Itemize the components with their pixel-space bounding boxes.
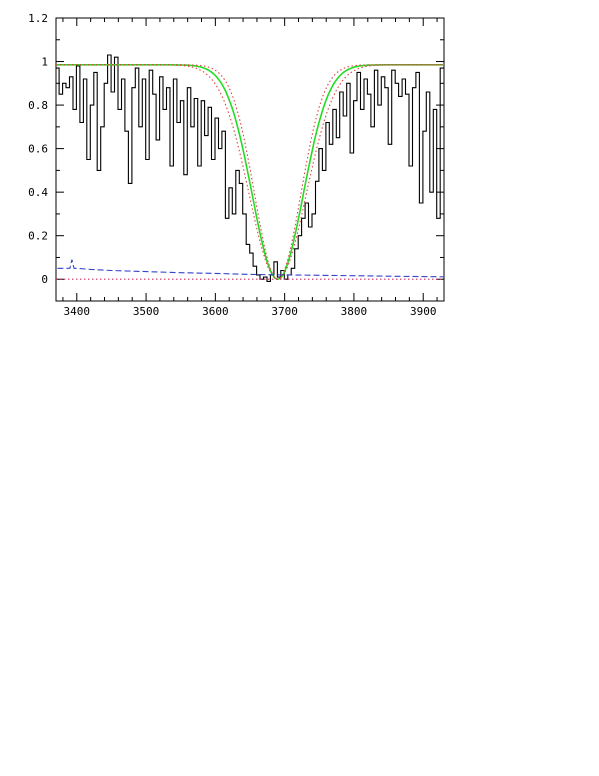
y-tick-label: 0.4 [28, 186, 48, 199]
y-tick-label: 0 [41, 273, 48, 286]
x-tick-label: 3600 [202, 305, 229, 318]
series-line-4 [57, 259, 444, 278]
y-tick-label: 0.8 [28, 99, 48, 112]
series-line-0 [56, 54, 444, 282]
y-tick-label: 1.2 [28, 12, 48, 25]
x-tick-label: 3900 [410, 305, 437, 318]
plot-area: 3400 3500 3600 3700 3800 3900 0 0.2 0.4 0.6 0.8 1 1.… [28, 12, 445, 318]
y-tick-label: 0.2 [28, 230, 48, 243]
y-tick-label: 1 [41, 56, 48, 69]
x-tick-label: 3500 [133, 305, 160, 318]
x-tick-label: 3800 [341, 305, 368, 318]
x-tick-label: 3400 [64, 305, 91, 318]
series-line-3 [56, 64, 444, 280]
y-tick-label: 0.6 [28, 143, 48, 156]
x-tick-label: 3700 [271, 305, 298, 318]
plot-frame [55, 17, 445, 302]
